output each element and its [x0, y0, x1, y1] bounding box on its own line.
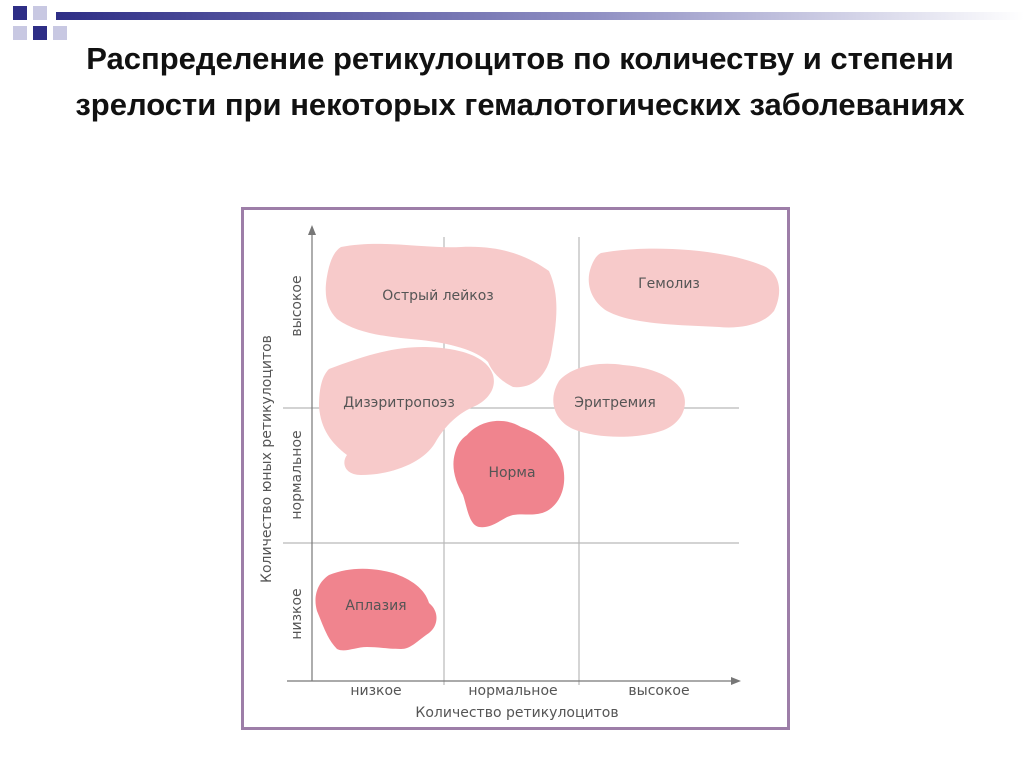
label-norm: Норма	[488, 465, 535, 481]
y-axis-arrow	[308, 225, 316, 235]
region-hemolysis	[588, 248, 780, 328]
region-norm	[453, 420, 565, 528]
region-aplasia	[315, 568, 437, 651]
x-level-low: низкое	[350, 683, 401, 699]
deco-square	[53, 26, 67, 40]
x-axis-title: Количество ретикулоцитов	[415, 705, 618, 721]
deco-square	[13, 6, 27, 20]
y-level-low: низкое	[289, 588, 305, 639]
reticulocyte-diagram: Острый лейкоз Гемолиз Дизэритропоэз Эрит…	[241, 207, 790, 730]
label-erythremia: Эритремия	[574, 395, 656, 411]
y-level-normal: нормальное	[289, 430, 305, 519]
label-dyserythropoiesis: Дизэритропоэз	[343, 395, 455, 411]
y-level-high: высокое	[289, 275, 305, 336]
region-acute-leukemia	[325, 243, 557, 388]
label-aplasia: Аплазия	[345, 598, 406, 614]
region-erythremia	[553, 363, 685, 437]
label-acute-leukemia: Острый лейкоз	[382, 288, 494, 304]
x-axis-arrow	[731, 677, 741, 685]
x-level-high: высокое	[628, 683, 689, 699]
deco-square	[33, 6, 47, 20]
deco-square	[13, 26, 27, 40]
axes	[287, 225, 741, 685]
slide-decoration	[13, 6, 1024, 40]
y-axis-title: Количество юных ретикулоцитов	[259, 335, 275, 583]
x-level-normal: нормальное	[468, 683, 557, 699]
region-dyserythropoiesis	[319, 347, 494, 475]
deco-square	[33, 26, 47, 40]
slide-title: Распределение ретикулоцитов по количеств…	[75, 41, 965, 122]
label-hemolysis: Гемолиз	[638, 276, 700, 292]
deco-bar	[56, 12, 1024, 20]
